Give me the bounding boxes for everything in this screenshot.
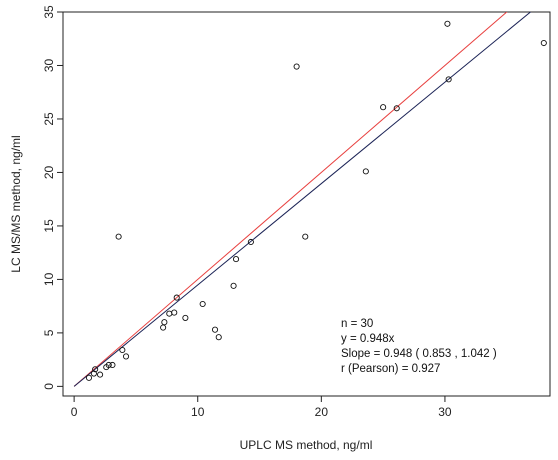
data-point (247, 238, 254, 246)
y-tick-label: 30 (42, 58, 56, 72)
fit-line (73, 12, 532, 387)
stat-line: Slope = 0.948 ( 0.853 , 1.042 ) (341, 348, 497, 360)
data-point (380, 104, 387, 111)
data-points (85, 20, 547, 381)
regression-lines (73, 12, 532, 387)
data-point (92, 366, 99, 373)
y-tick-label: 20 (42, 165, 56, 179)
x-axis: 0 10 20 30 (71, 396, 452, 419)
y-axis: 0 5 10 15 20 25 30 35 (42, 5, 63, 390)
data-point (445, 76, 452, 83)
data-point (122, 353, 130, 360)
data-point (90, 370, 97, 377)
x-tick-label: 0 (71, 405, 78, 419)
data-point (161, 319, 168, 326)
data-point (393, 105, 400, 112)
data-point (362, 168, 369, 175)
data-point (444, 20, 451, 27)
data-point (182, 314, 189, 321)
data-point (97, 371, 104, 378)
x-tick-label: 10 (191, 405, 205, 419)
y-tick-label: 25 (42, 112, 56, 126)
data-point (171, 309, 178, 316)
y-tick-label: 10 (42, 272, 56, 286)
stat-line: r (Pearson) = 0.927 (341, 363, 440, 375)
stat-line: y = 0.948x (341, 333, 395, 345)
y-tick-label: 5 (42, 329, 56, 336)
data-point (166, 310, 173, 317)
y-tick-label: 15 (42, 219, 56, 233)
data-point (540, 39, 547, 47)
data-point (85, 374, 93, 381)
data-point (105, 361, 112, 369)
data-point (115, 233, 122, 240)
data-point (302, 233, 309, 240)
data-point (232, 256, 240, 263)
y-tick-label: 0 (42, 383, 56, 390)
data-point (109, 361, 116, 369)
identity-line (73, 12, 508, 387)
data-point (211, 326, 219, 333)
data-point (173, 294, 180, 301)
plot-frame (62, 11, 551, 397)
data-point (230, 282, 237, 289)
x-tick-label: 20 (315, 405, 329, 419)
data-point (160, 324, 167, 331)
data-point (215, 334, 222, 341)
y-tick-label: 35 (42, 5, 56, 19)
data-point (293, 63, 300, 70)
statistics-annotation: n = 30 y = 0.948x Slope = 0.948 ( 0.853 , … (341, 318, 497, 375)
data-point (119, 346, 126, 354)
y-axis-title: LC MS/MS method, ng/ml (9, 135, 23, 272)
data-point (199, 300, 206, 308)
x-axis-title: UPLC MS method, ng/ml (240, 438, 373, 452)
x-tick-label: 30 (438, 405, 452, 419)
stat-line: n = 30 (341, 318, 373, 330)
